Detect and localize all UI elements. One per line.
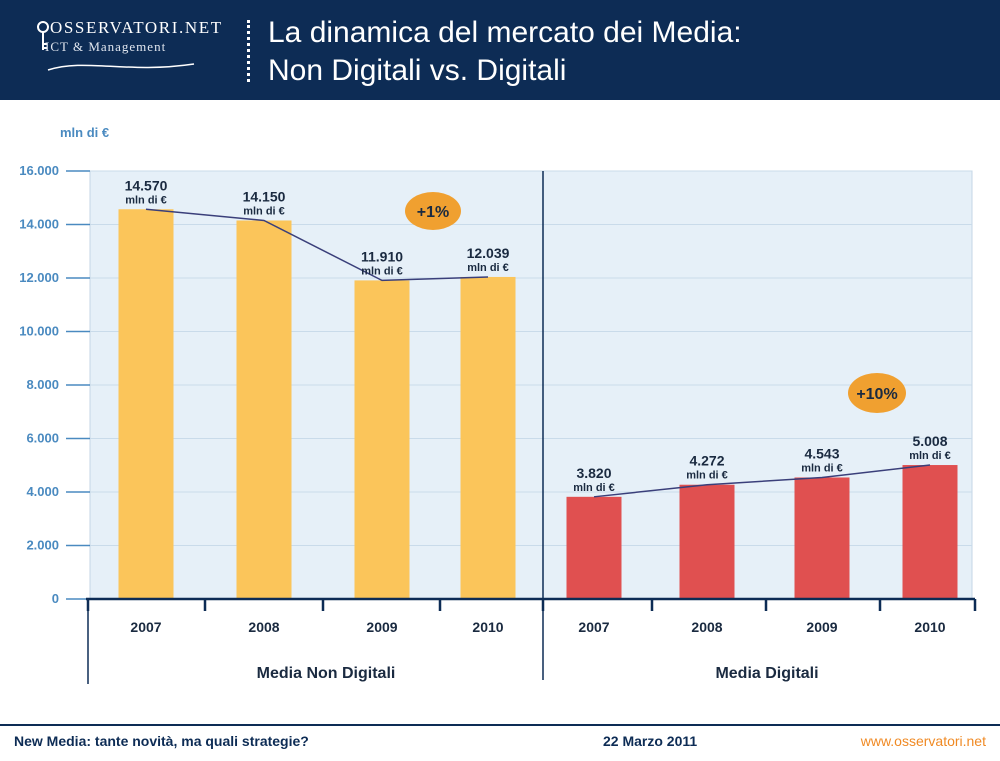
group-label-non-digital: Media Non Digitali <box>257 665 396 682</box>
y-axis-label: mln di € <box>60 125 109 140</box>
group-label-digital: Media Digitali <box>715 665 818 682</box>
x-tick-label: 2009 <box>806 619 837 635</box>
bar-digital-2007 <box>566 496 622 599</box>
growth-badge-label: +10% <box>856 386 897 403</box>
y-tick-label: 0 <box>52 591 59 606</box>
trend-line-non-digital <box>145 208 489 282</box>
footer-date: 22 Marzo 2011 <box>603 733 698 749</box>
bar-non-digital-2008 <box>236 220 292 600</box>
value-unit-label: mln di € <box>573 482 615 494</box>
y-tick-label: 16.000 <box>19 163 59 178</box>
y-axis-ticks: 0 2.000 4.000 6.000 8.000 10.000 12.000 14.000 1… <box>19 163 90 606</box>
value-label: 4.543 <box>804 445 839 461</box>
value-label: 14.570 <box>125 177 168 193</box>
growth-badges: +1% +10% <box>405 192 906 413</box>
value-unit-label: mln di € <box>243 205 285 217</box>
x-tick-label: 2007 <box>578 619 609 635</box>
bars <box>118 209 958 600</box>
value-label: 5.008 <box>912 433 947 449</box>
x-tick-label: 2010 <box>914 619 945 635</box>
value-unit-label: mln di € <box>686 470 728 482</box>
x-axis-ticks <box>86 599 977 611</box>
value-unit-label: mln di € <box>125 194 167 206</box>
value-label: 4.272 <box>689 453 724 469</box>
page-title: La dinamica del mercato dei Media: Non D… <box>268 14 742 90</box>
title-line-1: La dinamica del mercato dei Media: <box>268 16 742 49</box>
value-unit-label: mln di € <box>801 462 843 474</box>
trend-line-digital <box>593 464 931 498</box>
x-tick-label: 2010 <box>472 619 503 635</box>
x-tick-label: 2008 <box>691 619 722 635</box>
osservatori-logo[interactable]: OSSERVATORI.NET ICT & Management <box>36 14 236 74</box>
logo-tagline: ICT & Management <box>45 39 167 54</box>
growth-badge-shape <box>405 192 461 230</box>
bar-digital-2008 <box>679 484 735 599</box>
trend-lines <box>145 208 931 498</box>
x-tick-label: 2007 <box>130 619 161 635</box>
logo-wave-decoration <box>47 63 195 71</box>
footer-event-title: New Media: tante novità, ma quali strate… <box>14 733 309 749</box>
y-tick-label: 10.000 <box>19 324 59 339</box>
growth-badge-shape <box>848 373 906 413</box>
logo-name: OSSERVATORI.NET <box>50 18 223 37</box>
bar-non-digital-2007 <box>118 209 174 599</box>
category-labels: 2007 2008 2009 2010 2007 2008 2009 2010 <box>130 619 945 635</box>
y-tick-label: 14.000 <box>19 217 59 232</box>
y-tick-label: 8.000 <box>26 377 59 392</box>
value-label: 3.820 <box>576 465 611 481</box>
header-banner: OSSERVATORI.NET ICT & Management La dina… <box>0 0 1000 100</box>
y-tick-label: 4.000 <box>26 484 59 499</box>
bar-non-digital-2010 <box>460 276 516 599</box>
value-label: 11.910 <box>361 248 403 264</box>
header-divider <box>247 20 250 82</box>
x-tick-label: 2008 <box>248 619 279 635</box>
value-unit-label: mln di € <box>467 262 509 274</box>
group-labels: Media Non Digitali Media Digitali <box>257 665 819 682</box>
y-tick-label: 2.000 <box>26 538 59 553</box>
footer-website-link[interactable]: www.osservatori.net <box>860 733 986 749</box>
bar-non-digital-2009 <box>354 280 410 599</box>
footer-divider <box>0 724 1000 726</box>
bar-digital-2010 <box>902 465 958 599</box>
value-unit-label: mln di € <box>361 265 403 277</box>
title-line-2: Non Digitali vs. Digitali <box>268 54 567 87</box>
value-unit-label: mln di € <box>909 450 951 462</box>
growth-badge-label: +1% <box>417 204 449 221</box>
key-icon <box>37 21 49 50</box>
x-tick-label: 2009 <box>366 619 397 635</box>
value-label: 14.150 <box>243 188 286 204</box>
bar-digital-2009 <box>794 477 850 599</box>
value-label: 12.039 <box>467 245 510 261</box>
y-tick-label: 6.000 <box>26 431 59 446</box>
y-tick-label: 12.000 <box>19 270 59 285</box>
media-market-chart: mln di € 0 2.000 4.000 6.000 8.000 10.000 12.0… <box>19 125 977 684</box>
